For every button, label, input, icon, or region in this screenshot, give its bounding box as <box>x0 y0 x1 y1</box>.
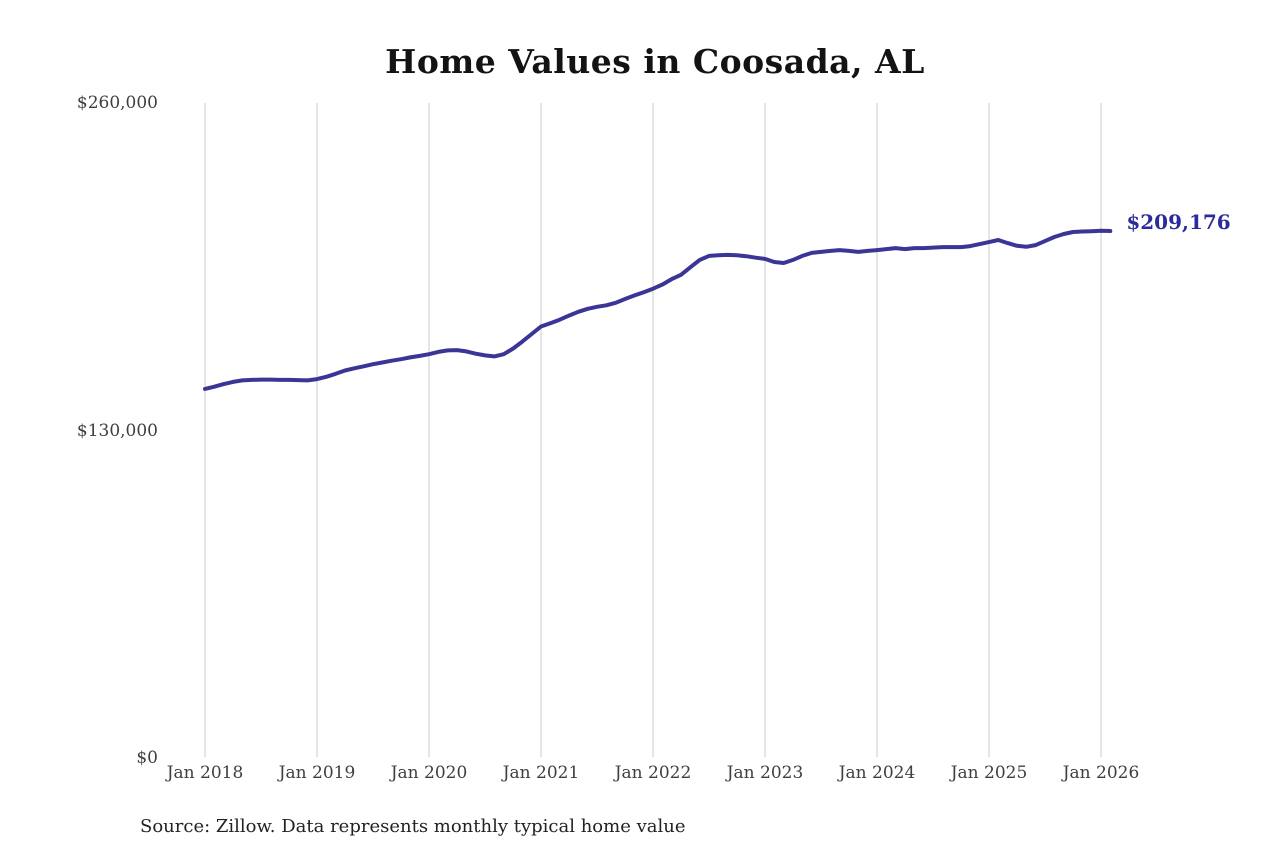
source-note: Source: Zillow. Data represents monthly … <box>140 816 686 837</box>
x-axis-tick-label: Jan 2022 <box>614 763 692 783</box>
y-axis-tick-label: $260,000 <box>76 93 158 113</box>
x-axis-tick-label: Jan 2019 <box>278 763 356 783</box>
x-axis-tick-label: Jan 2021 <box>502 763 580 783</box>
y-axis-tick-label: $130,000 <box>76 420 158 441</box>
home-value-line <box>203 228 1113 391</box>
x-axis-tick-label: Jan 2024 <box>838 763 916 783</box>
last-value-label: $209,176 <box>1126 210 1231 235</box>
x-axis-tick-label: Jan 2025 <box>950 763 1028 783</box>
x-axis-tick-label: Jan 2020 <box>390 763 468 783</box>
x-axis-tick-label: Jan 2018 <box>166 763 244 783</box>
x-axis-tick-label: Jan 2026 <box>1062 763 1140 783</box>
x-axis-tick-label: Jan 2023 <box>726 763 804 783</box>
chart-title: Home Values in Coosada, AL <box>385 42 925 81</box>
y-axis-tick-label: $0 <box>136 748 158 768</box>
